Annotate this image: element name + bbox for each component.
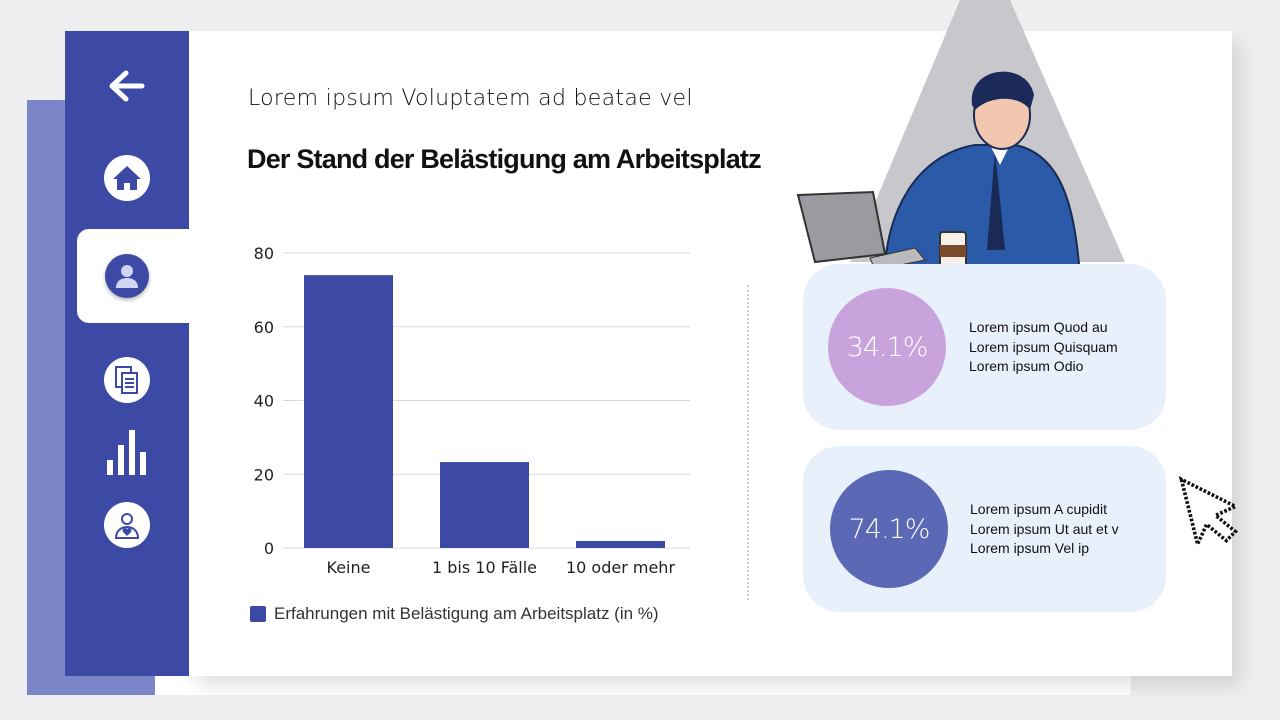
home-icon [113, 166, 141, 190]
decorative-shadow [155, 675, 1131, 695]
stat-line: Lorem ipsum Ut aut et v [970, 520, 1119, 537]
y-tick-label: 0 [264, 539, 274, 558]
stat-text-2: Lorem ipsum A cupidit Lorem ipsum Ut aut… [970, 500, 1119, 559]
user-icon [116, 265, 138, 288]
y-tick-label: 20 [254, 465, 274, 484]
sidebar-item-documents[interactable] [104, 357, 150, 403]
user-heart-icon [114, 513, 140, 539]
stat-card-2: 74.1% Lorem ipsum A cupidit Lorem ipsum … [803, 446, 1166, 612]
stat-line: Lorem ipsum Quod au [969, 319, 1108, 335]
stat-line: Lorem ipsum Odio [969, 358, 1084, 374]
sidebar-item-care[interactable] [104, 502, 150, 548]
cursor-icon [1178, 476, 1240, 550]
bar-chart: 0 20 40 60 80 Keine 1 bis 10 Fälle 10 oder mehr [254, 244, 690, 577]
stat-line: Lorem ipsum A cupidit [970, 501, 1107, 517]
x-tick-label: 1 bis 10 Fälle [432, 558, 537, 577]
divider [747, 285, 749, 600]
documents-icon [115, 366, 138, 394]
x-tick-label: Keine [327, 558, 371, 577]
legend-swatch [250, 606, 266, 622]
stat-line: Lorem ipsum Quisquam [969, 338, 1118, 355]
x-tick-label: 10 oder mehr [566, 558, 675, 577]
page-subtitle: Lorem ipsum Voluptatem ad beatae vel [248, 86, 693, 111]
stat-line: Lorem ipsum Vel ip [970, 540, 1090, 556]
worker-illustration [796, 0, 1125, 276]
sidebar-item-home[interactable] [104, 155, 150, 201]
back-button[interactable] [106, 68, 146, 104]
sidebar-item-profile[interactable] [105, 254, 149, 298]
stat-value-1: 34.1% [846, 331, 929, 363]
y-tick-label: 40 [254, 392, 274, 411]
stat-card-1: 34.1% Lorem ipsum Quod au Lorem ipsum Qu… [803, 264, 1166, 430]
sidebar-item-statistics[interactable] [106, 430, 148, 475]
stat-text-1: Lorem ipsum Quod au Lorem ipsum Quisquam… [969, 318, 1118, 377]
y-tick-label: 80 [254, 244, 274, 263]
bar [304, 275, 393, 548]
stat-circle-1: 34.1% [828, 288, 946, 406]
chart-legend: Erfahrungen mit Belästigung am Arbeitspl… [250, 604, 659, 624]
page-title: Der Stand der Belästigung am Arbeitsplat… [247, 144, 762, 174]
stat-value-2: 74.1% [848, 513, 931, 545]
stat-circle-2: 74.1% [830, 470, 948, 588]
sidebar [65, 31, 189, 676]
bar [440, 462, 529, 548]
legend-label: Erfahrungen mit Belästigung am Arbeitspl… [274, 604, 659, 623]
arrow-left-icon [109, 70, 145, 102]
bar-chart-icon [107, 430, 146, 475]
y-tick-label: 60 [254, 318, 274, 337]
bar [576, 540, 665, 548]
